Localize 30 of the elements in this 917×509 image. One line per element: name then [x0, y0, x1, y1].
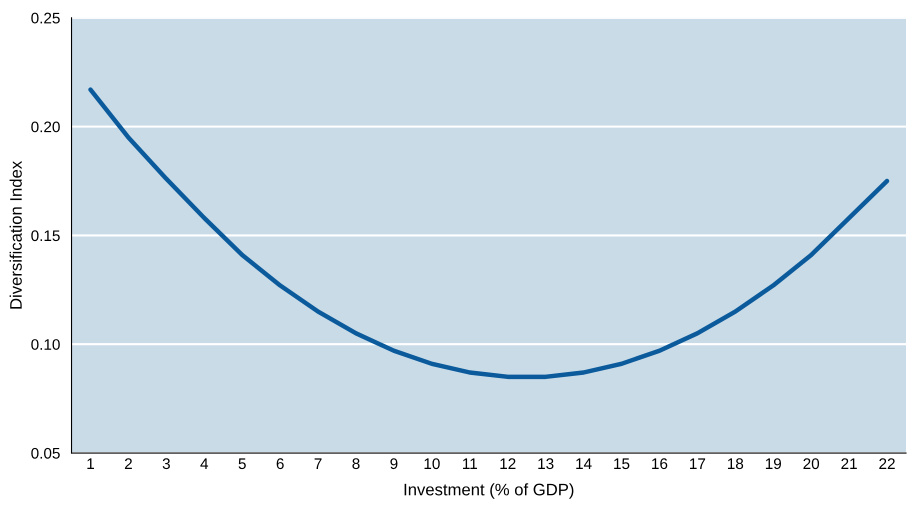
- x-tick-label: 5: [238, 458, 246, 470]
- x-tick-label: 18: [728, 458, 744, 470]
- line-series: [88, 87, 890, 380]
- x-tick-label: 12: [500, 458, 516, 469]
- x-tick-label: 20: [803, 458, 820, 470]
- x-tick-label: 22: [879, 458, 895, 469]
- x-tick-label: 14: [576, 458, 592, 469]
- y-tick-label: 0.05: [31, 448, 60, 459]
- x-axis-title: Investment (% of GDP): [404, 483, 574, 499]
- x-tick-label: 3: [162, 458, 170, 470]
- x-tick-label: 9: [390, 458, 398, 470]
- y-tick-label: 0.10: [31, 339, 60, 350]
- x-tick-label: 16: [652, 458, 668, 470]
- x-tick-label: 21: [841, 458, 857, 469]
- x-tick-label: 8: [352, 458, 360, 470]
- y-tick-label: 0.25: [31, 12, 60, 24]
- y-axis-title: Diversification Index: [10, 161, 22, 309]
- x-tick-label: 19: [766, 458, 782, 470]
- x-tick-label: 17: [690, 458, 706, 469]
- y-tick-label: 0.15: [31, 230, 60, 242]
- x-tick-label: 11: [463, 458, 477, 469]
- x-tick-label: 10: [424, 458, 440, 470]
- x-tick-label: 15: [614, 458, 630, 470]
- x-tick-label: 4: [200, 458, 208, 469]
- x-tick-label: 1: [87, 458, 94, 469]
- x-tick-label: 2: [124, 458, 132, 469]
- x-tick-label: 6: [276, 458, 284, 470]
- x-tick-label: 13: [538, 458, 554, 470]
- x-tick-label: 7: [314, 458, 322, 469]
- y-tick-label: 0.20: [31, 121, 60, 132]
